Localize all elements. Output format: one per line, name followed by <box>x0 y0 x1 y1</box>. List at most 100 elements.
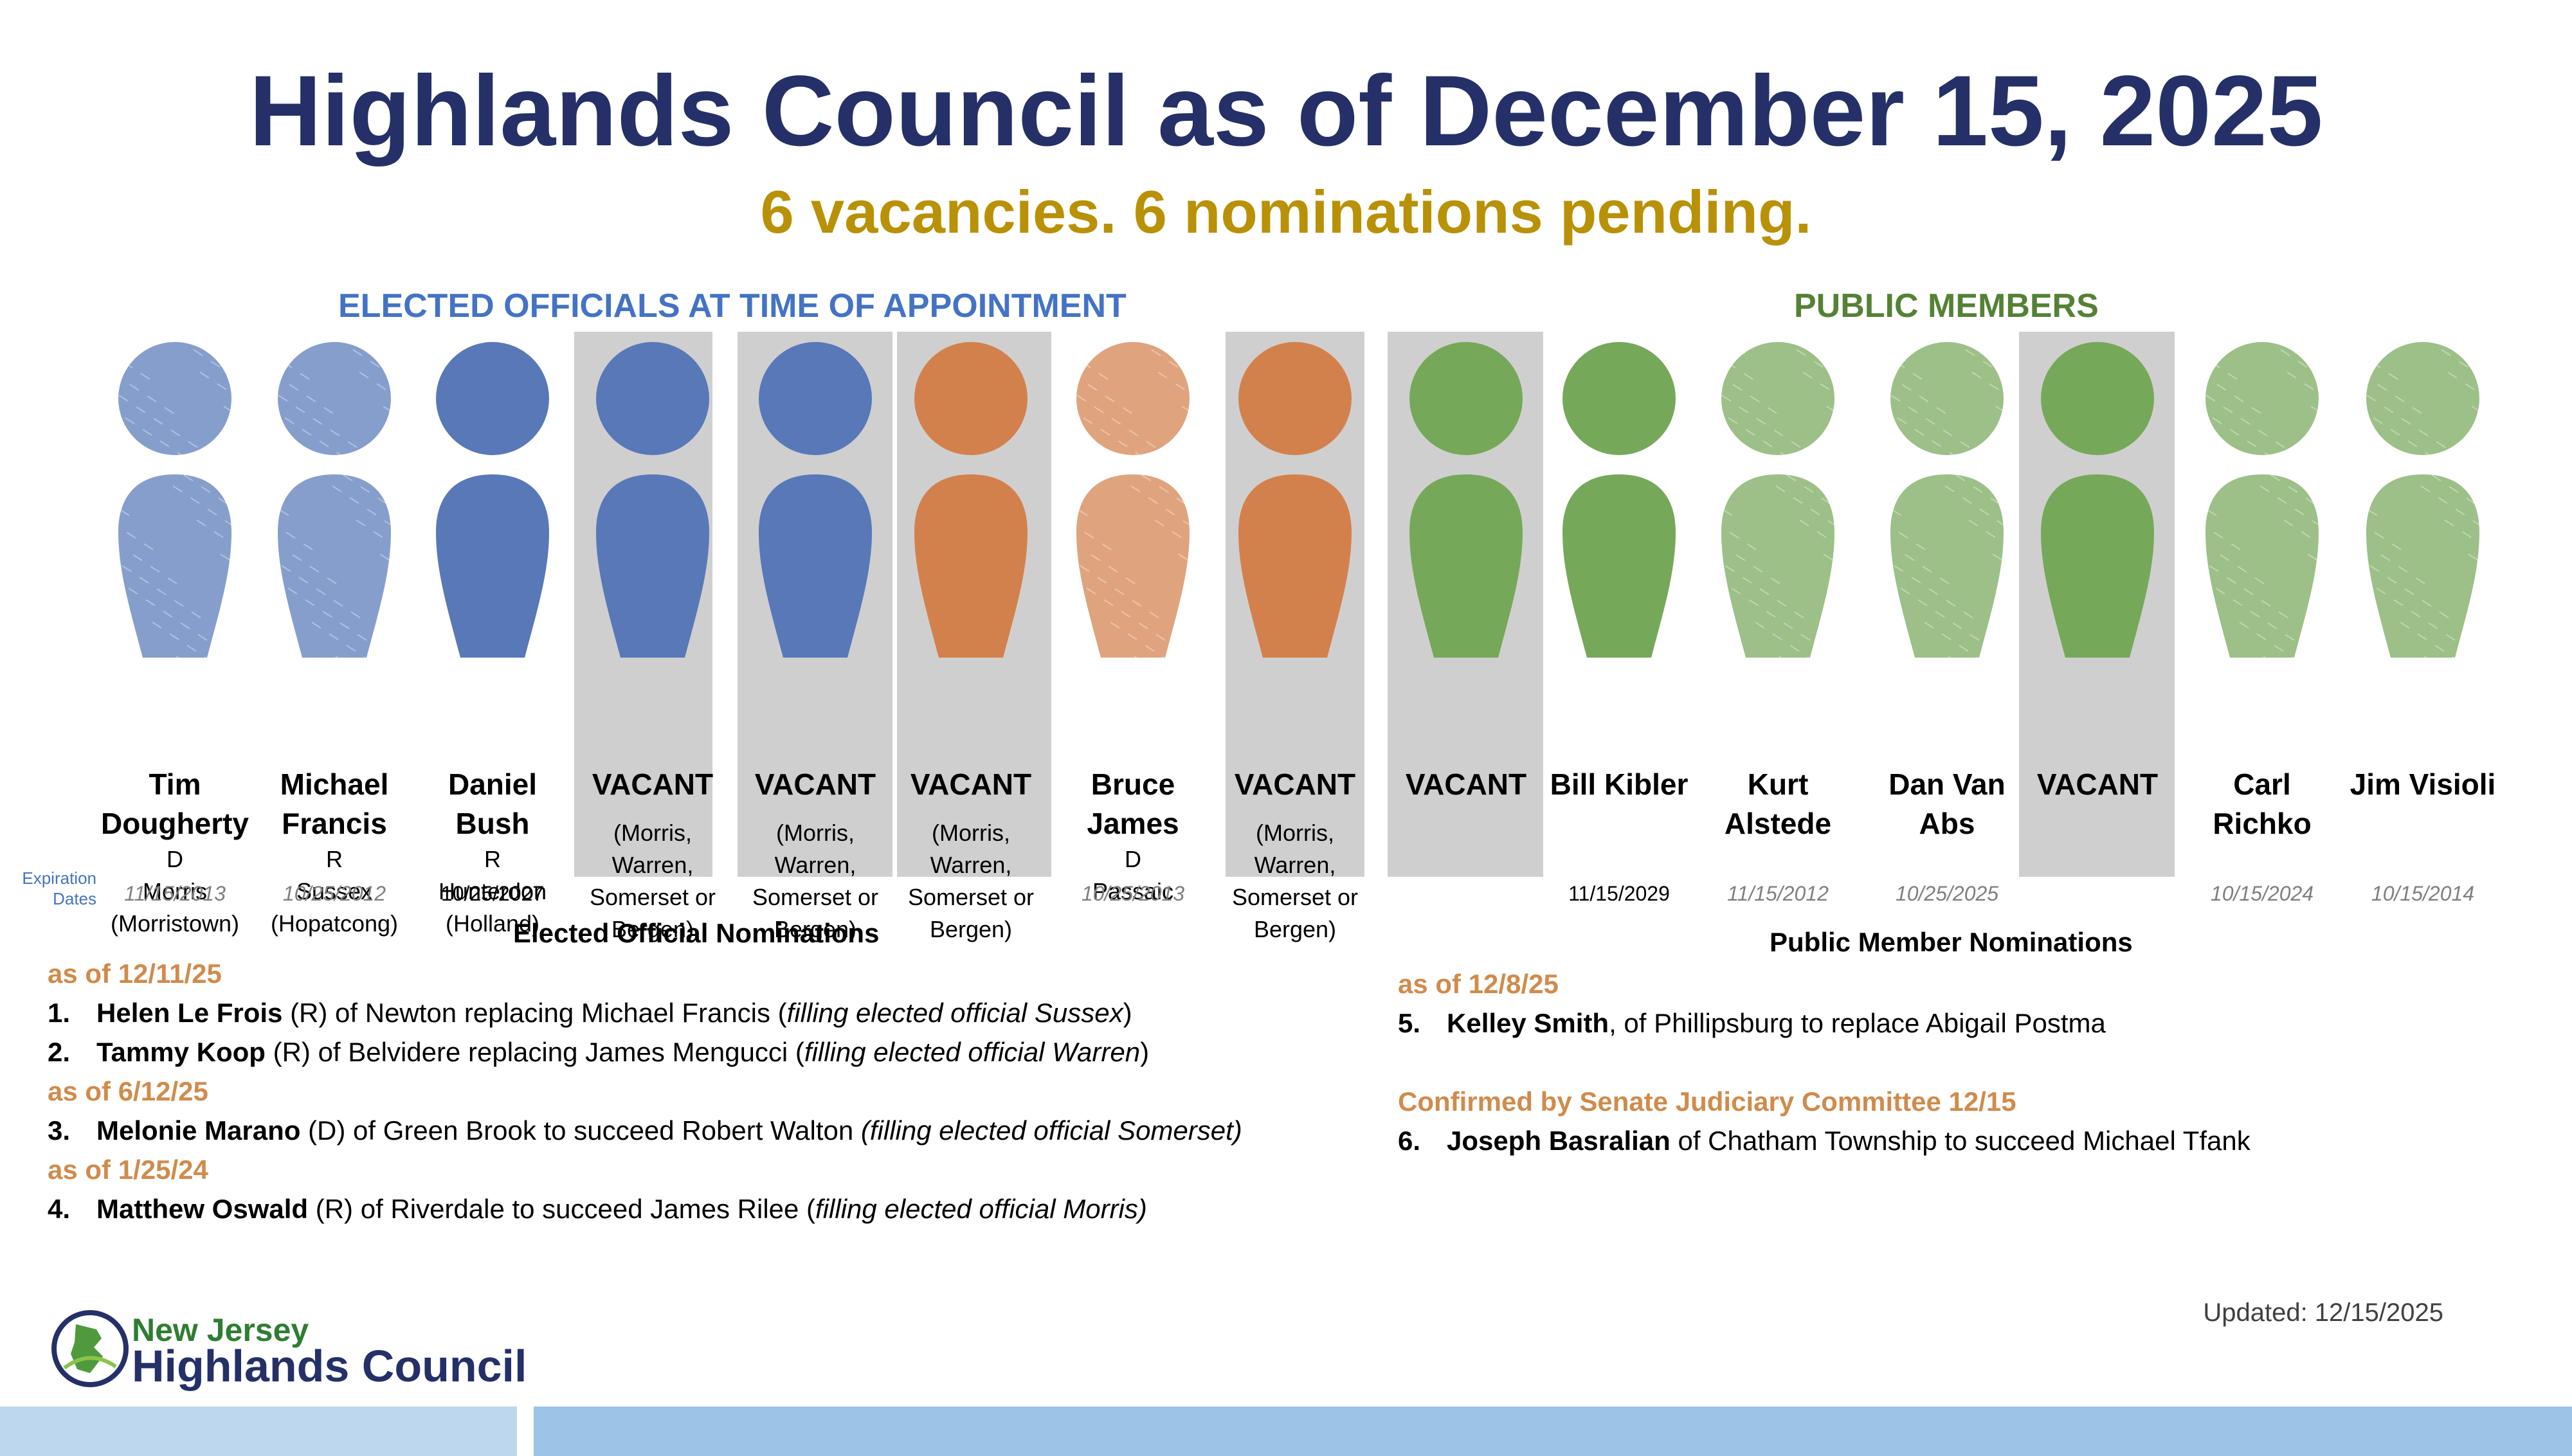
person-icon <box>2365 339 2481 661</box>
elected-nominations-heading: Elected Official Nominations <box>513 918 880 948</box>
nomination-date: Confirmed by Senate Judiciary Committee … <box>1398 1086 2016 1117</box>
nominee-name: Kelley Smith <box>1447 1008 1609 1038</box>
person-icon <box>1075 339 1191 661</box>
person-icon <box>1889 339 2005 661</box>
nomination-number: 1. <box>48 998 71 1028</box>
person-icon <box>914 342 1028 658</box>
nomination-item: 4. Matthew Oswald (R) of Riverdale to suc… <box>48 1189 1398 1228</box>
vacant-seat: VACANT (Morris, Warren, Somerset or Berge… <box>574 332 730 942</box>
vacant-seat: VACANT (Morris, Warren, Somerset or Berge… <box>738 332 892 942</box>
council-member: Michael Francis R Sussex (Hopatcong) 10/25/… <box>257 332 412 937</box>
member-party: D <box>1125 846 1141 872</box>
member-name: Tim Dougherty <box>101 768 249 840</box>
nomination-date: as of 12/11/25 <box>48 958 222 989</box>
council-member: Carl Richko 10/15/2024 <box>2185 332 2339 905</box>
member-county: (Morris, Warren, Somerset or Bergen) <box>907 820 1035 942</box>
member-party: R <box>326 846 343 872</box>
logo-text-line1: New Jersey <box>132 1312 309 1348</box>
nomination-number: 3. <box>48 1115 71 1146</box>
nominee-name: Helen Le Frois <box>96 998 283 1028</box>
council-member: Daniel Bush R Hunterdon (Holland) 10/25/202… <box>415 332 570 937</box>
nomination-item: 3. Melonie Marano (D) of Green Brook to s… <box>48 1111 1398 1150</box>
council-member: Jim Visioli 10/15/2014 <box>2346 332 2500 905</box>
public-members-heading: PUBLIC MEMBERS <box>1794 287 2099 325</box>
member-name: VACANT <box>910 768 1032 801</box>
council-member: Bruce James D Passaic 10/25/2013 <box>1056 332 1210 905</box>
vacant-seat: VACANT (Morris, Warren, Somerset or Berge… <box>894 332 1051 942</box>
person-icon <box>759 342 872 658</box>
nomination-date: as of 12/8/25 <box>1398 969 1559 999</box>
updated-date: Updated: 12/15/2025 <box>2203 1299 2443 1327</box>
nomination-text: , of Phillipsburg to replace Abigail Pos… <box>1609 1008 2106 1038</box>
nomination-note: filling elected official Sussex <box>786 998 1123 1028</box>
expiration-dates-label: Expiration Dates <box>22 868 96 908</box>
public-nominations-heading: Public Member Nominations <box>1770 927 2133 957</box>
member-name: VACANT <box>1234 768 1356 801</box>
nominee-name: Tammy Koop <box>96 1037 266 1067</box>
nomination-number: 2. <box>48 1037 71 1067</box>
nomination-text: (R) of Riverdale to succeed James Rilee … <box>308 1194 816 1224</box>
nominee-name: Matthew Oswald <box>96 1194 309 1224</box>
nomination-item: 2. Tammy Koop (R) of Belvidere replacing … <box>48 1032 1398 1072</box>
member-expiration-date: 11/15/2012 <box>1727 882 1829 905</box>
nomination-tail: ) <box>1123 998 1132 1028</box>
member-expiration-date: 10/25/2025 <box>1895 882 1999 905</box>
nomination-text: of Chatham Township to succeed Michael T… <box>1670 1126 2250 1156</box>
page-subtitle: 6 vacancies. 6 nominations pending. <box>760 178 1812 246</box>
person-icon <box>1562 342 1676 658</box>
nomination-text: (R) of Newton replacing Michael Francis … <box>282 998 787 1028</box>
logo-text-line2: Highlands Council <box>132 1341 527 1391</box>
member-county: (Morris, Warren, Somerset or Bergen) <box>1231 820 1359 942</box>
member-county: Sussex (Hopatcong) <box>270 878 399 937</box>
nomination-number: 4. <box>48 1194 71 1224</box>
member-name: VACANT <box>754 768 876 801</box>
member-name: Daniel Bush <box>448 768 538 840</box>
person-icon <box>117 339 233 661</box>
person-icon <box>276 339 392 661</box>
elected-nominations-list: as of 12/11/25 1. Helen Le Frois (R) of N… <box>48 954 1398 1228</box>
member-name: VACANT <box>592 768 714 801</box>
member-county: (Morris, Warren, Somerset or Bergen) <box>752 820 879 942</box>
person-icon <box>1720 339 1836 661</box>
person-icon <box>436 342 549 658</box>
footer-bar-right <box>534 1407 2572 1456</box>
council-member: Kurt Alstede 11/15/2012 <box>1701 332 1855 905</box>
public-nominations-list: as of 12/8/25 5. Kelley Smith, of Phillip… <box>1398 964 2491 1160</box>
vacant-seat: VACANT <box>2019 332 2175 885</box>
member-name: Michael Francis <box>280 768 389 840</box>
member-county: Hunterdon (Holland) <box>438 878 547 937</box>
member-name: Bill Kibler <box>1550 768 1689 801</box>
member-name: Dan Van Abs <box>1888 768 2006 840</box>
nomination-date: as of 1/25/24 <box>48 1155 208 1185</box>
nomination-item: 5. Kelley Smith, of Phillipsburg to repla… <box>1398 1003 2491 1043</box>
vacant-seat: VACANT (Morris, Warren, Somerset or Berge… <box>1218 332 1372 942</box>
page-title: Highlands Council as of December 15, 202… <box>249 55 2323 167</box>
footer-bar-left <box>0 1407 517 1456</box>
member-expiration-date: 10/15/2014 <box>2371 882 2475 905</box>
highlands-logo-icon <box>51 1310 129 1387</box>
member-name: Bruce James <box>1087 768 1179 840</box>
nomination-number: 6. <box>1398 1126 1421 1156</box>
nomination-item: 1. Helen Le Frois (R) of Newton replacing… <box>48 993 1398 1032</box>
member-party: R <box>484 846 501 872</box>
nomination-note: filling elected official Warren <box>804 1037 1141 1067</box>
member-expiration-date: 11/15/2013 <box>124 882 226 905</box>
member-party: D <box>167 846 183 872</box>
member-expiration-date: 10/25/2013 <box>1081 882 1185 905</box>
nomination-text: (R) of Belvidere replacing James Mengucc… <box>265 1037 804 1067</box>
member-name: VACANT <box>2036 768 2159 801</box>
elected-officials-heading: ELECTED OFFICIALS AT TIME OF APPOINTMENT <box>338 287 1127 325</box>
nomination-tail: ) <box>1140 1037 1150 1067</box>
member-name: Kurt Alstede <box>1724 768 1832 840</box>
nomination-note: filling elected official Morris) <box>815 1194 1147 1224</box>
member-expiration-date: 10/25/2012 <box>282 882 386 905</box>
person-icon <box>1238 342 1352 658</box>
member-county: Passaic <box>1092 878 1174 904</box>
nomination-number: 5. <box>1398 1008 1421 1038</box>
nomination-date: as of 6/12/25 <box>48 1076 208 1106</box>
member-name: Jim Visioli <box>2350 768 2496 801</box>
council-member: Tim Dougherty D Morris (Morristown) 11/15/2… <box>98 332 252 937</box>
vacant-seat: VACANT <box>1388 332 1543 885</box>
council-member: Dan Van Abs 10/25/2025 <box>1870 332 2024 905</box>
nomination-note: (filling elected official Somerset) <box>860 1115 1242 1146</box>
